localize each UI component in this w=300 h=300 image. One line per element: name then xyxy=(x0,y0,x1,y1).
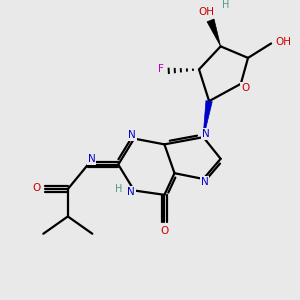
Text: O: O xyxy=(32,183,40,193)
Text: H: H xyxy=(115,184,122,194)
Text: N: N xyxy=(88,154,95,164)
Text: N: N xyxy=(128,130,136,140)
Polygon shape xyxy=(203,100,212,137)
Text: N: N xyxy=(128,187,135,197)
Text: N: N xyxy=(202,129,209,139)
Polygon shape xyxy=(207,19,220,46)
Text: O: O xyxy=(160,226,169,236)
Text: OH: OH xyxy=(275,37,291,47)
Text: N: N xyxy=(201,177,209,187)
Text: OH: OH xyxy=(198,7,214,17)
Polygon shape xyxy=(203,101,209,137)
Text: F: F xyxy=(158,64,164,74)
Text: O: O xyxy=(241,83,249,93)
Text: H: H xyxy=(222,0,229,11)
